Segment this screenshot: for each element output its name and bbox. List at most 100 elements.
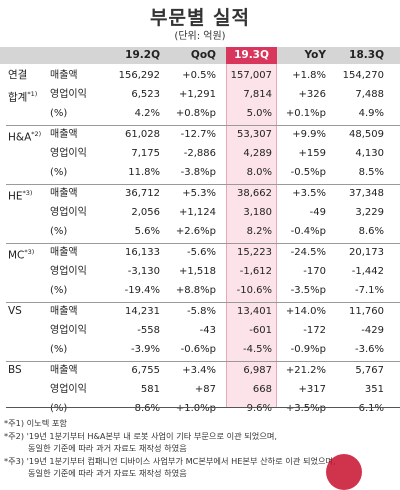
row-label: (%) — [50, 285, 68, 296]
segment-name: HE*3) — [8, 189, 33, 203]
table-cell: 7,814 — [243, 89, 272, 100]
table-cell: -5.6% — [186, 247, 216, 258]
table-cell: +0.5% — [182, 70, 216, 81]
row-label: 영업이익 — [50, 148, 87, 159]
segment-name: VS — [8, 305, 22, 317]
table-cell: 8.6% — [358, 226, 384, 237]
table-cell: +8.8%p — [175, 285, 216, 296]
table-cell: -429 — [361, 325, 384, 336]
row-label: 매출액 — [50, 247, 78, 258]
segment-separator — [6, 125, 400, 126]
table-cell: -10.6% — [236, 285, 272, 296]
table-cell: 16,133 — [125, 247, 160, 258]
table-cell: +0.1%p — [285, 108, 326, 119]
current-quarter-header-bg — [226, 47, 277, 64]
table-cell: 11,760 — [349, 306, 384, 317]
segment-separator — [6, 243, 400, 244]
table-cell: 351 — [364, 384, 384, 395]
table-cell: -43 — [199, 325, 216, 336]
table-cell: +1.0%p — [175, 403, 216, 414]
table-cell: -172 — [303, 325, 326, 336]
page-title: 부문별 실적 — [149, 7, 250, 29]
note-2: *주2) '19년 1분기부터 H&A본부 내 로봇 사업이 기타 부문으로 이… — [4, 431, 277, 441]
table-cell: 53,307 — [237, 129, 272, 140]
table-cell: -1,612 — [239, 266, 272, 277]
table-cell: +1,518 — [178, 266, 216, 277]
table-cell: 7,175 — [131, 148, 160, 159]
table-cell: -1,442 — [351, 266, 384, 277]
table-cell: -0.5%p — [290, 167, 326, 178]
row-label: 매출액 — [50, 306, 78, 317]
table-cell: 6,523 — [131, 89, 160, 100]
table-cell: +1,124 — [178, 207, 216, 218]
col-header-19-2q: 19.2Q — [125, 49, 160, 61]
table-cell: 48,509 — [349, 129, 384, 140]
note-2-cont: 동일한 기준에 따라 과거 자료도 재작성 하였음 — [28, 443, 187, 453]
table-cell: 2,056 — [131, 207, 160, 218]
table-cell: -0.4%p — [290, 226, 326, 237]
table-cell: +159 — [298, 148, 326, 159]
row-label: 영업이익 — [50, 384, 87, 395]
table-cell: 154,270 — [342, 70, 384, 81]
row-label: 매출액 — [50, 188, 78, 199]
table-cell: +1.8% — [292, 70, 326, 81]
table-cell: 37,348 — [349, 188, 384, 199]
segment-separator — [6, 302, 400, 303]
segment-name: 연결 — [8, 69, 28, 81]
table-cell: -12.7% — [180, 129, 216, 140]
segment-name: MC*3) — [8, 248, 35, 262]
table-cell: -3.8%p — [180, 167, 216, 178]
table-cell: 38,662 — [237, 188, 272, 199]
table-cell: -0.6%p — [180, 344, 216, 355]
table-cell: 156,292 — [118, 70, 160, 81]
table-cell: -2,886 — [183, 148, 216, 159]
table-cell: -49 — [309, 207, 326, 218]
current-quarter-highlight — [226, 47, 277, 408]
table-cell: 8.6% — [134, 403, 160, 414]
row-label: (%) — [50, 344, 68, 355]
table-cell: -24.5% — [290, 247, 326, 258]
segment-name-line2: 합계*1) — [8, 90, 38, 104]
row-label: 매출액 — [50, 129, 78, 140]
segment-separator — [6, 184, 400, 185]
table-cell: 157,007 — [230, 70, 272, 81]
table-cell: 4.9% — [358, 108, 384, 119]
row-label: 영업이익 — [50, 207, 87, 218]
row-label: 영업이익 — [50, 325, 87, 336]
table-cell: 3,180 — [243, 207, 272, 218]
col-header-qoq: QoQ — [190, 49, 216, 61]
table-cell: -4.5% — [242, 344, 272, 355]
table-cell: -5.8% — [186, 306, 216, 317]
table-cell: -3,130 — [127, 266, 160, 277]
row-label: (%) — [50, 403, 68, 414]
table-cell: +326 — [298, 89, 326, 100]
segment-name: BS — [8, 364, 22, 376]
table-cell: -3.6% — [354, 344, 384, 355]
note-3: *주3) '19년 1분기부터 컴패니언 디바이스 사업부가 MC본부에서 HE… — [4, 456, 336, 466]
table-cell: +3.5%p — [285, 403, 326, 414]
row-label: 매출액 — [50, 365, 78, 376]
note-3-cont: 동일한 기준에 따라 과거 자료도 재작성 하였음 — [28, 468, 187, 478]
table-cell: +5.3% — [182, 188, 216, 199]
table-cell: +9.9% — [292, 129, 326, 140]
table-cell: +87 — [194, 384, 216, 395]
table-cell: -7.1% — [354, 285, 384, 296]
table-header-bar — [0, 47, 400, 64]
table-cell: 11.8% — [128, 167, 160, 178]
table-cell: +3.5% — [292, 188, 326, 199]
table-cell: +2.6%p — [175, 226, 216, 237]
table-cell: +1,291 — [178, 89, 216, 100]
table-cell: 4.2% — [134, 108, 160, 119]
table-cell: 5.0% — [246, 108, 272, 119]
table-cell: 61,028 — [125, 129, 160, 140]
table-cell: -170 — [303, 266, 326, 277]
table-cell: 668 — [252, 384, 272, 395]
table-cell: 581 — [140, 384, 160, 395]
table-cell: 13,401 — [237, 306, 272, 317]
table-cell: 7,488 — [355, 89, 384, 100]
unit-label: (단위: 억원) — [174, 31, 226, 42]
table-cell: +14.0% — [285, 306, 326, 317]
row-label: (%) — [50, 108, 68, 119]
table-cell: 6,755 — [131, 365, 160, 376]
col-header-19-3q: 19.3Q — [234, 49, 269, 61]
